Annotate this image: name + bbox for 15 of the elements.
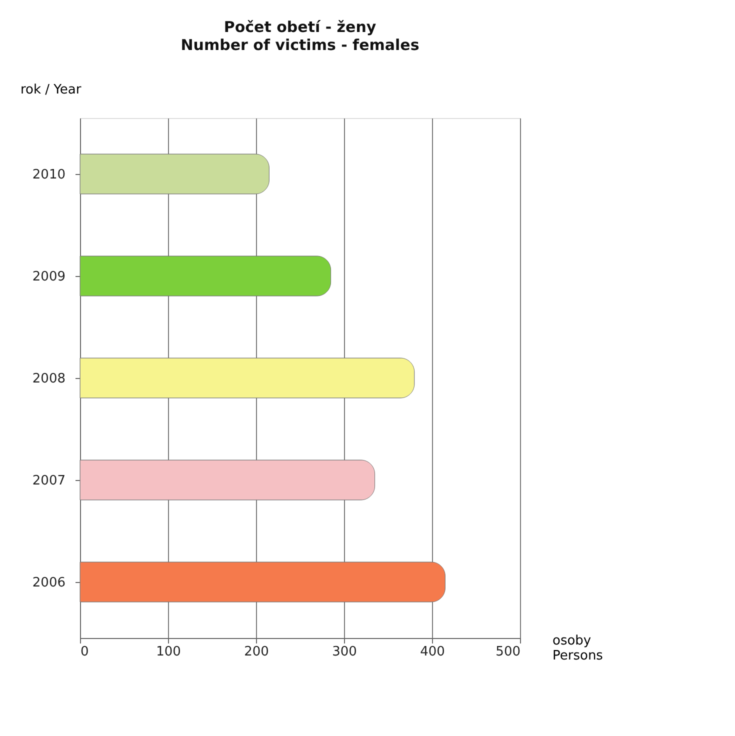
chart-title: Počet obetí - ženy bbox=[224, 18, 376, 36]
x-tick-label: 400 bbox=[420, 644, 445, 660]
y-tick-label: 2010 bbox=[32, 168, 66, 182]
y-axis-title: rok / Year bbox=[20, 82, 82, 98]
y-tick-label: 2006 bbox=[32, 576, 66, 590]
y-tick-label: 2007 bbox=[32, 474, 66, 488]
y-tick-label: 2009 bbox=[32, 270, 66, 284]
chart-subtitle: Number of victims - females bbox=[180, 36, 420, 54]
x-tick-label: 100 bbox=[156, 644, 181, 660]
x-tick-label: 0 bbox=[80, 644, 89, 660]
x-axis-title: osoby Persons bbox=[552, 634, 604, 664]
x-tick-label: 300 bbox=[332, 644, 357, 660]
x-tick-label: 200 bbox=[244, 644, 269, 660]
x-tick-label: 500 bbox=[496, 644, 520, 660]
y-tick-label: 2008 bbox=[32, 372, 66, 386]
